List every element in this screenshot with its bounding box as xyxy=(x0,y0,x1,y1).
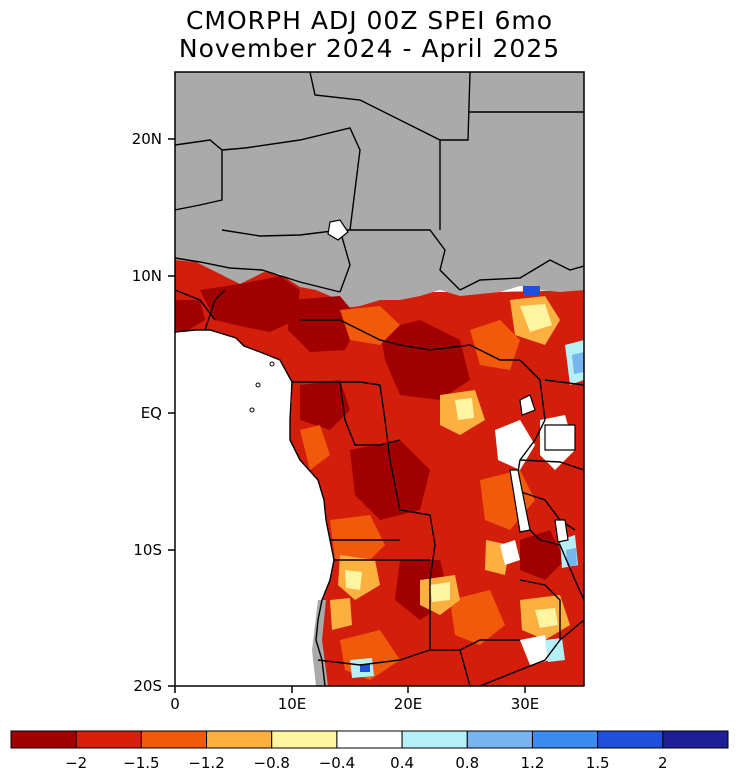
colorbar-label: 0.4 xyxy=(390,754,414,772)
plot-frame xyxy=(174,71,585,687)
lon-label-0: 0 xyxy=(170,695,180,713)
colorbar-label: 1.2 xyxy=(521,754,545,772)
colorbar: −2 −1.5 −1.2 −0.8 −0.4 0.4 0.8 1.2 1.5 2 xyxy=(10,730,729,772)
map-field xyxy=(175,72,584,686)
lat-label-eq: EQ xyxy=(141,404,162,422)
colorbar-swatch xyxy=(271,730,338,749)
moderate-wet-patches xyxy=(566,352,584,566)
no-data-coastal-strip xyxy=(312,600,328,686)
colorbar-swatch xyxy=(140,730,208,749)
lat-label-10n: 10N xyxy=(132,267,162,285)
colorbar-label: 0.8 xyxy=(455,754,479,772)
colorbar-label: −2 xyxy=(65,754,87,772)
moderate-dry-patches xyxy=(300,306,535,680)
latitude-axis: 20N 10N EQ 10S 20S xyxy=(132,130,175,695)
colorbar-swatch xyxy=(75,730,142,749)
colorbar-label: −1.5 xyxy=(123,754,159,772)
colorbar-swatch xyxy=(401,730,468,749)
lat-label-20s: 20S xyxy=(133,677,162,695)
colorbar-label: −0.8 xyxy=(254,754,290,772)
colorbar-label: −1.2 xyxy=(188,754,224,772)
lakes xyxy=(327,219,576,543)
colorbar-swatch xyxy=(531,730,599,749)
lon-label-30e: 30E xyxy=(511,695,540,713)
colorbar-swatch xyxy=(206,730,273,749)
colorbar-swatch xyxy=(597,730,664,749)
lat-label-10s: 10S xyxy=(133,541,162,559)
no-data-area xyxy=(175,72,584,308)
colorbar-swatch xyxy=(466,730,533,749)
strong-wet-patches xyxy=(360,286,540,672)
colorbar-label: 1.5 xyxy=(586,754,610,772)
longitude-axis: 0 10E 20E 30E xyxy=(170,686,539,713)
colorbar-swatch xyxy=(10,730,77,749)
map-title-line1: CMORPH ADJ 00Z SPEI 6mo xyxy=(185,6,554,35)
lat-label-20n: 20N xyxy=(132,130,162,148)
colorbar-swatch xyxy=(336,730,403,749)
colorbar-label: 2 xyxy=(658,754,668,772)
map-title-line2: November 2024 - April 2025 xyxy=(178,34,561,63)
colorbar-label: −0.4 xyxy=(319,754,355,772)
colorbar-swatch xyxy=(662,730,729,749)
lon-label-10e: 10E xyxy=(278,695,307,713)
islands xyxy=(249,361,275,413)
near-normal-dry-patches xyxy=(345,304,558,628)
lon-label-20e: 20E xyxy=(394,695,423,713)
